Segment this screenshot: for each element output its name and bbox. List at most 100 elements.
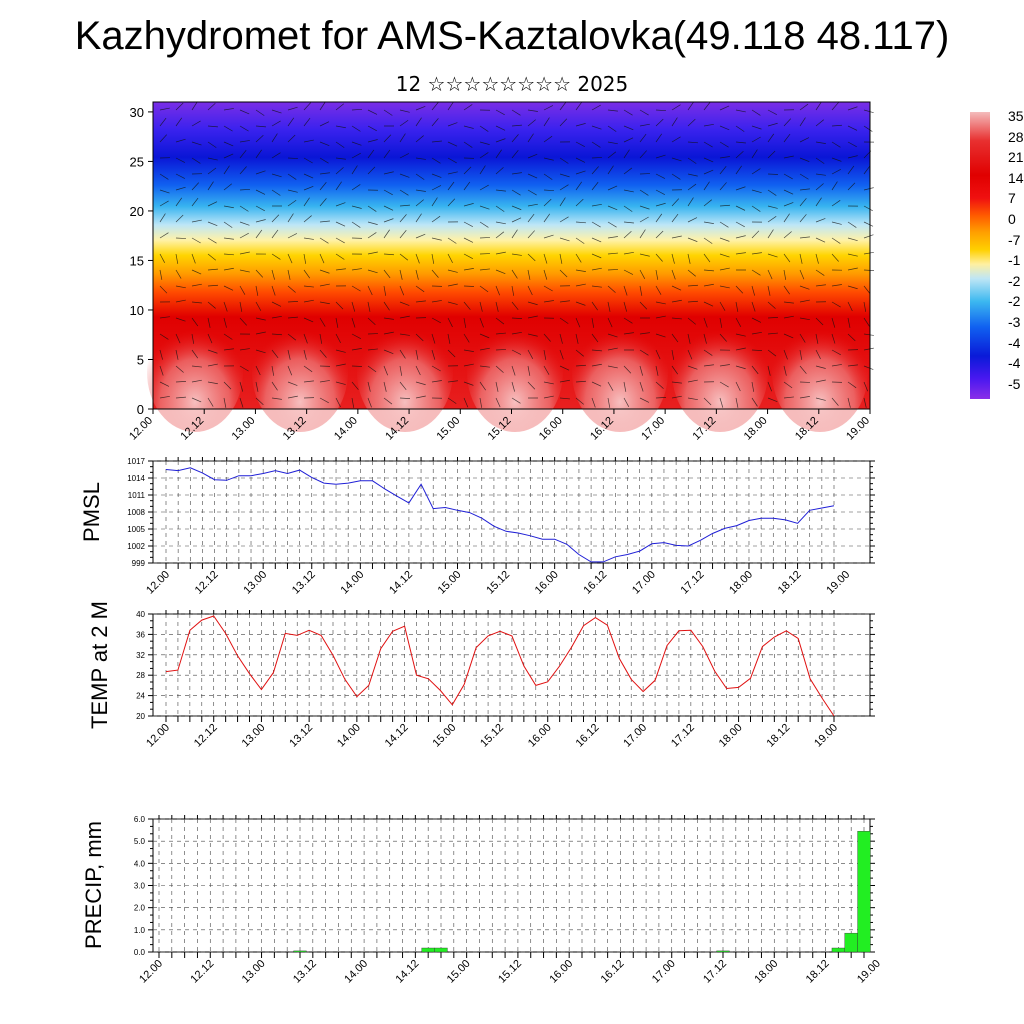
wind-barb <box>687 173 698 177</box>
precip-axis-title: PRECIP, mm <box>81 821 106 949</box>
wind-barb <box>863 234 874 239</box>
wind-barb <box>655 301 666 305</box>
wind-barb <box>495 138 506 143</box>
wind-barb <box>495 332 506 335</box>
wind-barb <box>799 103 809 111</box>
wind-barb <box>383 301 390 311</box>
wind-barb <box>607 165 614 175</box>
wind-barb <box>591 333 599 343</box>
wind-barb <box>543 253 548 264</box>
wind-barb <box>463 253 473 260</box>
wind-barb <box>239 365 249 372</box>
wind-barb <box>303 237 314 240</box>
wind-barb <box>431 349 436 360</box>
wind-barb <box>767 332 778 335</box>
wind-barb <box>831 317 836 328</box>
wind-barb <box>687 217 698 223</box>
wind-barb <box>271 133 278 143</box>
wind-barb <box>351 184 361 191</box>
wind-barb <box>863 109 874 114</box>
wind-barb <box>207 221 218 227</box>
wind-barb <box>735 397 739 408</box>
wind-barb <box>191 219 202 223</box>
x-tick-label: 18.00 <box>727 569 755 597</box>
wind-barb <box>303 173 314 179</box>
wind-barb <box>559 197 566 207</box>
wind-barb <box>511 381 516 392</box>
wind-barb <box>239 269 250 273</box>
wind-barb <box>831 157 842 162</box>
wind-barb <box>255 365 261 376</box>
wind-barb <box>639 109 649 116</box>
wind-barb <box>751 189 762 194</box>
wind-barb <box>847 155 858 159</box>
wind-barb <box>399 285 405 296</box>
wind-barb <box>159 333 169 340</box>
y-tick-label: 1008 <box>127 508 145 517</box>
wind-barb <box>719 333 727 342</box>
wind-barb <box>431 317 441 324</box>
wind-barb <box>319 101 326 111</box>
wind-barb <box>303 333 308 344</box>
x-tick-label: 13.12 <box>290 569 318 597</box>
wind-barb <box>351 165 358 175</box>
x-tick-label: 14.00 <box>338 569 366 597</box>
wind-barb <box>527 253 536 262</box>
wind-barb <box>847 381 857 389</box>
wind-barb <box>495 205 505 212</box>
wind-barb <box>191 365 202 368</box>
wind-barb <box>639 133 647 143</box>
wind-barb <box>783 381 793 389</box>
wind-barb <box>591 397 596 408</box>
wind-barb <box>607 301 611 312</box>
wind-barb <box>655 173 666 179</box>
wind-barb <box>751 205 761 212</box>
wind-barb <box>511 217 522 223</box>
wind-barb <box>639 189 649 196</box>
wind-barb <box>671 395 682 399</box>
wind-barb <box>463 381 474 386</box>
wind-barb <box>607 185 618 191</box>
wind-barb <box>591 125 602 130</box>
wind-barb <box>655 189 666 195</box>
wind-barb <box>671 198 680 207</box>
wind-barb <box>735 221 745 228</box>
wind-barb <box>767 381 773 392</box>
wind-barb <box>463 349 474 352</box>
x-tick-label: 12.00 <box>127 415 155 443</box>
wind-barb <box>159 316 170 319</box>
wind-barb <box>415 117 422 127</box>
wind-barb <box>303 139 314 143</box>
wind-barb <box>207 381 218 385</box>
wind-barb <box>223 267 234 271</box>
y-tick-label: 24 <box>136 692 145 701</box>
wind-barb <box>719 204 730 207</box>
wind-barb <box>399 214 407 223</box>
x-tick-label: 18.00 <box>717 722 745 750</box>
wind-barb <box>207 181 214 191</box>
wind-barb <box>303 117 311 127</box>
wind-barb <box>591 181 599 191</box>
wind-barb <box>783 301 794 304</box>
wind-barb <box>703 199 712 207</box>
wind-barb <box>367 269 378 274</box>
wind-barb <box>607 269 619 271</box>
wind-barb <box>159 213 166 223</box>
wind-barb <box>431 197 438 207</box>
wind-barb <box>399 269 403 280</box>
x-tick-label: 17.00 <box>621 722 649 750</box>
wind-barb <box>863 317 870 327</box>
wind-barb <box>207 363 218 367</box>
wind-barb <box>447 122 458 127</box>
wind-barb <box>447 301 458 305</box>
wind-barb <box>223 253 234 256</box>
precip-panel: 0.0 1.0 2.0 3.0 4.0 5.0 6.0 12.00 12.12 13.00 13.1… <box>134 815 883 986</box>
y-tick-label: 1017 <box>127 457 145 466</box>
wind-barb <box>287 117 295 127</box>
wind-barb <box>703 181 710 191</box>
wind-barb <box>831 124 842 127</box>
wind-barb <box>623 149 630 159</box>
wind-barb <box>543 173 553 180</box>
wind-barb <box>799 317 810 321</box>
wind-barb <box>495 301 499 312</box>
